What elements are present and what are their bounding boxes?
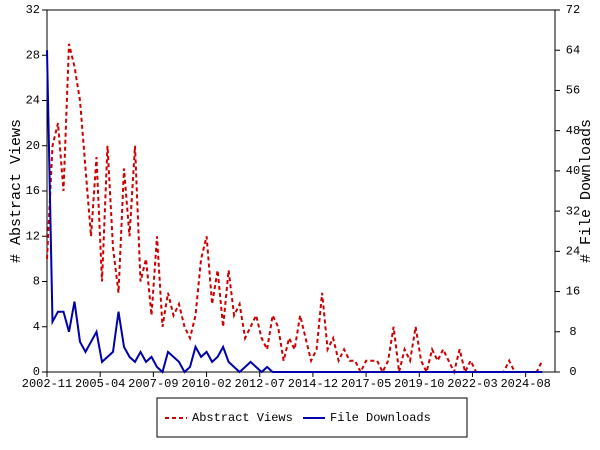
y-tick-label: 4 — [33, 320, 40, 334]
y-tick-label: 0 — [33, 365, 40, 379]
x-tick-label: 2019-10 — [394, 377, 444, 391]
y2-axis-title: # File Downloads — [578, 119, 595, 263]
y-tick-label: 32 — [26, 3, 40, 17]
y-tick-label: 16 — [26, 184, 40, 198]
x-tick-label: 2012-07 — [235, 377, 285, 391]
y-tick-label: 20 — [26, 139, 40, 153]
y2-tick-label: 64 — [566, 43, 580, 57]
y2-tick-label: 72 — [566, 3, 580, 17]
y2-tick-label: 24 — [566, 245, 580, 259]
y2-tick-label: 32 — [566, 204, 580, 218]
y2-tick-label: 48 — [566, 124, 580, 138]
y-tick-label: 8 — [33, 275, 40, 289]
x-tick-label: 2005-04 — [75, 377, 125, 391]
y-tick-label: 12 — [26, 229, 40, 243]
data-line — [46, 50, 543, 374]
y2-tick-label: 0 — [569, 365, 576, 379]
x-tick-label: 2007-09 — [128, 377, 178, 391]
y-tick-label: 28 — [26, 48, 40, 62]
legend-box — [156, 397, 468, 438]
x-tick-label: 2014-12 — [288, 377, 338, 391]
y2-tick-label: 16 — [566, 285, 580, 299]
x-tick-label: 2010-02 — [181, 377, 231, 391]
legend-label: Abstract Views — [192, 411, 293, 425]
y2-tick-label: 40 — [566, 164, 580, 178]
legend-label: File Downloads — [330, 411, 431, 425]
y2-tick-label: 56 — [566, 84, 580, 98]
y-tick-label: 24 — [26, 94, 40, 108]
y2-tick-label: 8 — [569, 325, 576, 339]
x-tick-label: 2024-08 — [500, 377, 550, 391]
x-tick-label: 2017-05 — [341, 377, 391, 391]
x-tick-label: 2022-03 — [447, 377, 497, 391]
x-tick-label: 2002-11 — [22, 377, 72, 391]
data-line — [46, 43, 544, 375]
y-axis-title: # Abstract Views — [8, 119, 25, 263]
